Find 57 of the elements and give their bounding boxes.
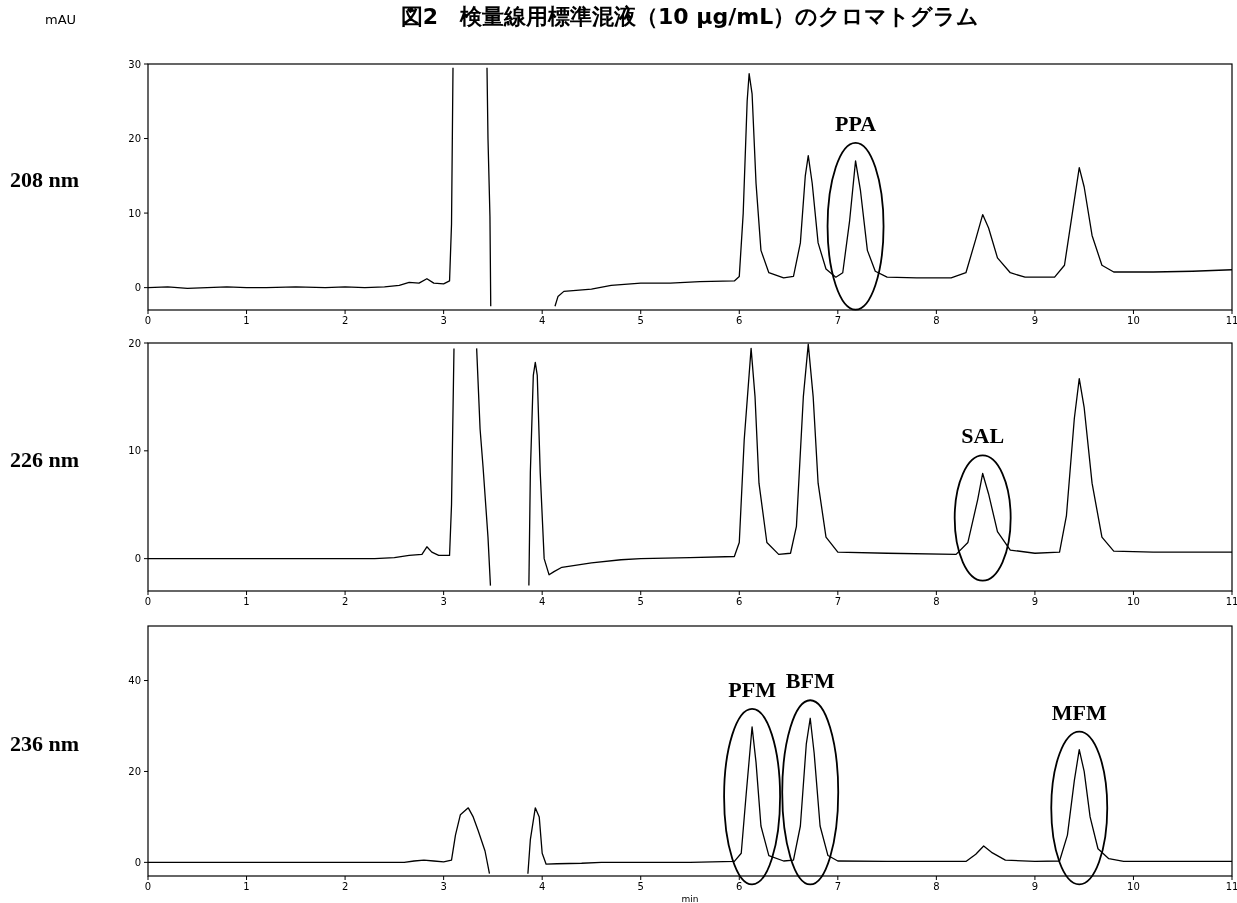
annotation: PPA	[834, 110, 877, 136]
x-tick-label: 9	[1031, 881, 1039, 892]
y-tick-label: 0	[134, 553, 141, 565]
y-tick-label: 0	[134, 856, 141, 868]
y-tick-label: 20	[128, 337, 141, 349]
x-tick-label: 9	[1031, 596, 1039, 607]
x-tick-label: 3	[440, 596, 447, 607]
x-tick-label: 4	[538, 881, 546, 892]
x-axis-title: min	[681, 894, 699, 903]
x-tick-label: 3	[440, 881, 447, 892]
x-tick-label: 7	[834, 881, 842, 892]
x-tick-label: 5	[637, 315, 644, 326]
x-tick-label: 2	[341, 315, 349, 326]
x-tick-label: 0	[144, 881, 152, 892]
annotation: MFM	[1051, 699, 1107, 725]
text: mAU	[45, 12, 77, 27]
chart-title: 図2 検量線用標準混液（10 μg/mL）のクロマトグラム	[400, 4, 980, 29]
x-tick-label: 11	[1225, 596, 1237, 607]
y-tick-label: 0	[134, 282, 141, 294]
x-tick-label: 1	[243, 881, 250, 892]
x-tick-label: 4	[538, 596, 546, 607]
y-tick-label: 10	[128, 207, 141, 219]
y-axis-title: 236 nm	[10, 731, 80, 756]
y-tick-label: 10	[128, 445, 141, 457]
x-tick-label: 10	[1127, 315, 1140, 326]
x-tick-label: 8	[933, 315, 940, 326]
x-tick-label: 1	[243, 315, 250, 326]
x-tick-label: 7	[834, 315, 842, 326]
x-tick-label: 11	[1225, 881, 1237, 892]
x-tick-label: 9	[1031, 315, 1039, 326]
x-tick-label: 6	[736, 596, 743, 607]
x-tick-label: 5	[637, 596, 644, 607]
y-axis-title: 208 nm	[10, 167, 80, 192]
x-tick-label: 10	[1127, 881, 1140, 892]
y-tick-label: 20	[128, 133, 141, 145]
annotation: BFM	[785, 668, 835, 694]
x-tick-label: 8	[933, 881, 940, 892]
y-axis-title: 226 nm	[10, 447, 80, 472]
x-tick-label: 5	[637, 881, 644, 892]
x-tick-label: 2	[341, 596, 349, 607]
x-tick-label: 0	[144, 315, 152, 326]
x-tick-label: 3	[440, 315, 447, 326]
annotation: SAL	[961, 423, 1005, 449]
y-tick-label: 20	[128, 765, 141, 777]
y-tick-label: 30	[128, 58, 141, 70]
x-tick-label: 0	[144, 596, 152, 607]
x-tick-label: 6	[736, 315, 743, 326]
x-tick-label: 2	[341, 881, 349, 892]
x-tick-label: 10	[1127, 596, 1140, 607]
x-tick-label: 1	[243, 596, 250, 607]
x-tick-label: 7	[834, 596, 842, 607]
x-tick-label: 4	[538, 315, 546, 326]
x-tick-label: 8	[933, 596, 940, 607]
y-tick-label: 40	[128, 675, 141, 687]
annotation: PFM	[728, 676, 777, 702]
x-tick-label: 6	[736, 881, 743, 892]
x-tick-label: 11	[1225, 315, 1237, 326]
